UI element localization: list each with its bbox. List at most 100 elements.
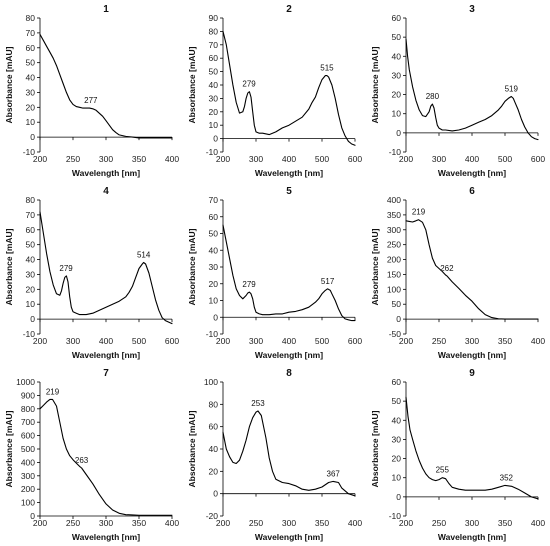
y-tick-label: 100 (204, 377, 218, 387)
x-tick-label: 400 (531, 518, 545, 528)
y-tick-label: 500 (21, 444, 35, 454)
panel-title: 8 (286, 368, 292, 379)
y-tick-label: 0 (213, 134, 218, 144)
x-axis-title: Wavelength [nm] (255, 168, 323, 178)
x-tick-label: 600 (348, 154, 362, 164)
y-tick-label: 150 (387, 269, 401, 279)
y-tick-label: 20 (26, 284, 36, 294)
y-tick-label: 70 (209, 195, 219, 205)
spectrum-line (39, 398, 173, 516)
y-tick-label: 30 (209, 93, 219, 103)
y-tick-label: -50 (389, 329, 402, 339)
y-tick-label: 80 (209, 399, 219, 409)
y-tick-label: 60 (209, 212, 219, 222)
y-tick-label: 70 (26, 210, 36, 220)
peak-label: 519 (505, 84, 519, 93)
y-tick-label: 60 (209, 53, 219, 63)
x-axis-title: Wavelength [nm] (255, 350, 323, 360)
y-tick-label: 70 (26, 28, 36, 38)
spectrum-line (405, 396, 539, 500)
x-tick-label: 400 (531, 336, 545, 346)
x-tick-label: 300 (66, 336, 80, 346)
y-tick-label: -10 (389, 511, 402, 521)
y-tick-label: 60 (209, 422, 219, 432)
y-tick-label: -10 (23, 329, 36, 339)
x-tick-label: 250 (66, 154, 80, 164)
y-tick-label: 10 (26, 299, 36, 309)
y-tick-label: 50 (392, 299, 402, 309)
panel-title: 4 (103, 186, 109, 197)
y-tick-label: 30 (392, 70, 402, 80)
x-axis-title: Wavelength [nm] (72, 168, 140, 178)
y-tick-label: 30 (209, 262, 219, 272)
y-tick-label: 20 (26, 102, 36, 112)
chart-panel-4: 4 -10 0 10 20 30 40 50 60 70 80 200 300 400 500 600 Wave… (4, 186, 179, 360)
y-tick-label: 30 (26, 87, 36, 97)
x-tick-label: 200 (399, 518, 413, 528)
x-tick-label: 300 (249, 336, 263, 346)
x-tick-label: 350 (498, 336, 512, 346)
y-tick-label: 20 (209, 466, 219, 476)
y-tick-label: 30 (26, 269, 36, 279)
chart-panel-1: 1 -10 0 10 20 30 40 50 60 70 80 200 250 300 350 400 Wave… (4, 4, 179, 178)
y-tick-label: 400 (387, 195, 401, 205)
y-tick-label: 200 (21, 484, 35, 494)
y-tick-label: 40 (209, 80, 219, 90)
y-axis-title: Absorbance [mAU] (370, 228, 380, 305)
x-tick-label: 200 (216, 336, 230, 346)
x-tick-label: 200 (33, 336, 47, 346)
chart-panel-5: 5 -10 0 10 20 30 40 50 60 70 200 300 400 500 600 Wavele… (187, 186, 362, 360)
x-tick-label: 300 (465, 336, 479, 346)
y-tick-label: -10 (23, 147, 36, 157)
x-tick-label: 200 (399, 154, 413, 164)
x-tick-label: 400 (165, 518, 179, 528)
x-tick-label: 400 (348, 518, 362, 528)
x-tick-label: 300 (465, 518, 479, 528)
peak-label: 517 (321, 277, 335, 286)
y-tick-label: 0 (30, 511, 35, 521)
x-tick-label: 300 (432, 154, 446, 164)
y-tick-label: -10 (206, 329, 219, 339)
y-tick-label: 0 (396, 314, 401, 324)
y-tick-label: 90 (209, 13, 219, 23)
y-tick-label: 600 (21, 431, 35, 441)
y-tick-label: 100 (387, 284, 401, 294)
x-tick-label: 400 (165, 154, 179, 164)
y-tick-label: 40 (392, 51, 402, 61)
y-tick-label: 50 (26, 58, 36, 68)
chart-panel-3: 3 -10 0 10 20 30 40 50 60 200 300 400 500 600 Waveleng… (370, 4, 545, 178)
y-tick-label: 80 (26, 195, 36, 205)
y-tick-label: 40 (209, 444, 219, 454)
y-tick-label: 10 (392, 473, 402, 483)
y-tick-label: 40 (26, 255, 36, 265)
y-tick-label: 300 (21, 471, 35, 481)
x-tick-label: 300 (99, 518, 113, 528)
peak-label: 279 (242, 80, 256, 89)
y-tick-label: 0 (213, 312, 218, 322)
y-axis-title: Absorbance [mAU] (4, 410, 14, 487)
y-tick-label: 10 (392, 109, 402, 119)
peak-label: 514 (137, 251, 151, 260)
y-tick-label: 50 (392, 32, 402, 42)
y-tick-label: 60 (392, 13, 402, 23)
y-tick-label: 20 (392, 90, 402, 100)
y-tick-label: 200 (387, 255, 401, 265)
x-tick-label: 600 (165, 336, 179, 346)
peak-label: 253 (251, 399, 265, 408)
x-tick-label: 400 (465, 154, 479, 164)
x-tick-label: 350 (132, 518, 146, 528)
chart-panel-2: 2 -10 0 10 20 30 40 50 60 70 80 90 200 300 400 500 600 Wa… (187, 4, 362, 178)
y-axis-title: Absorbance [mAU] (370, 410, 380, 487)
x-axis-title: Wavelength [nm] (72, 532, 140, 542)
y-tick-label: 0 (396, 128, 401, 138)
peak-label: 352 (500, 473, 514, 482)
x-tick-label: 250 (249, 518, 263, 528)
panel-title: 5 (286, 186, 292, 197)
y-tick-label: 70 (209, 40, 219, 50)
x-axis-title: Wavelength [nm] (72, 350, 140, 360)
y-tick-label: -10 (206, 147, 219, 157)
panel-title: 1 (103, 4, 109, 15)
x-tick-label: 350 (132, 154, 146, 164)
x-tick-label: 500 (315, 336, 329, 346)
x-tick-label: 200 (399, 336, 413, 346)
